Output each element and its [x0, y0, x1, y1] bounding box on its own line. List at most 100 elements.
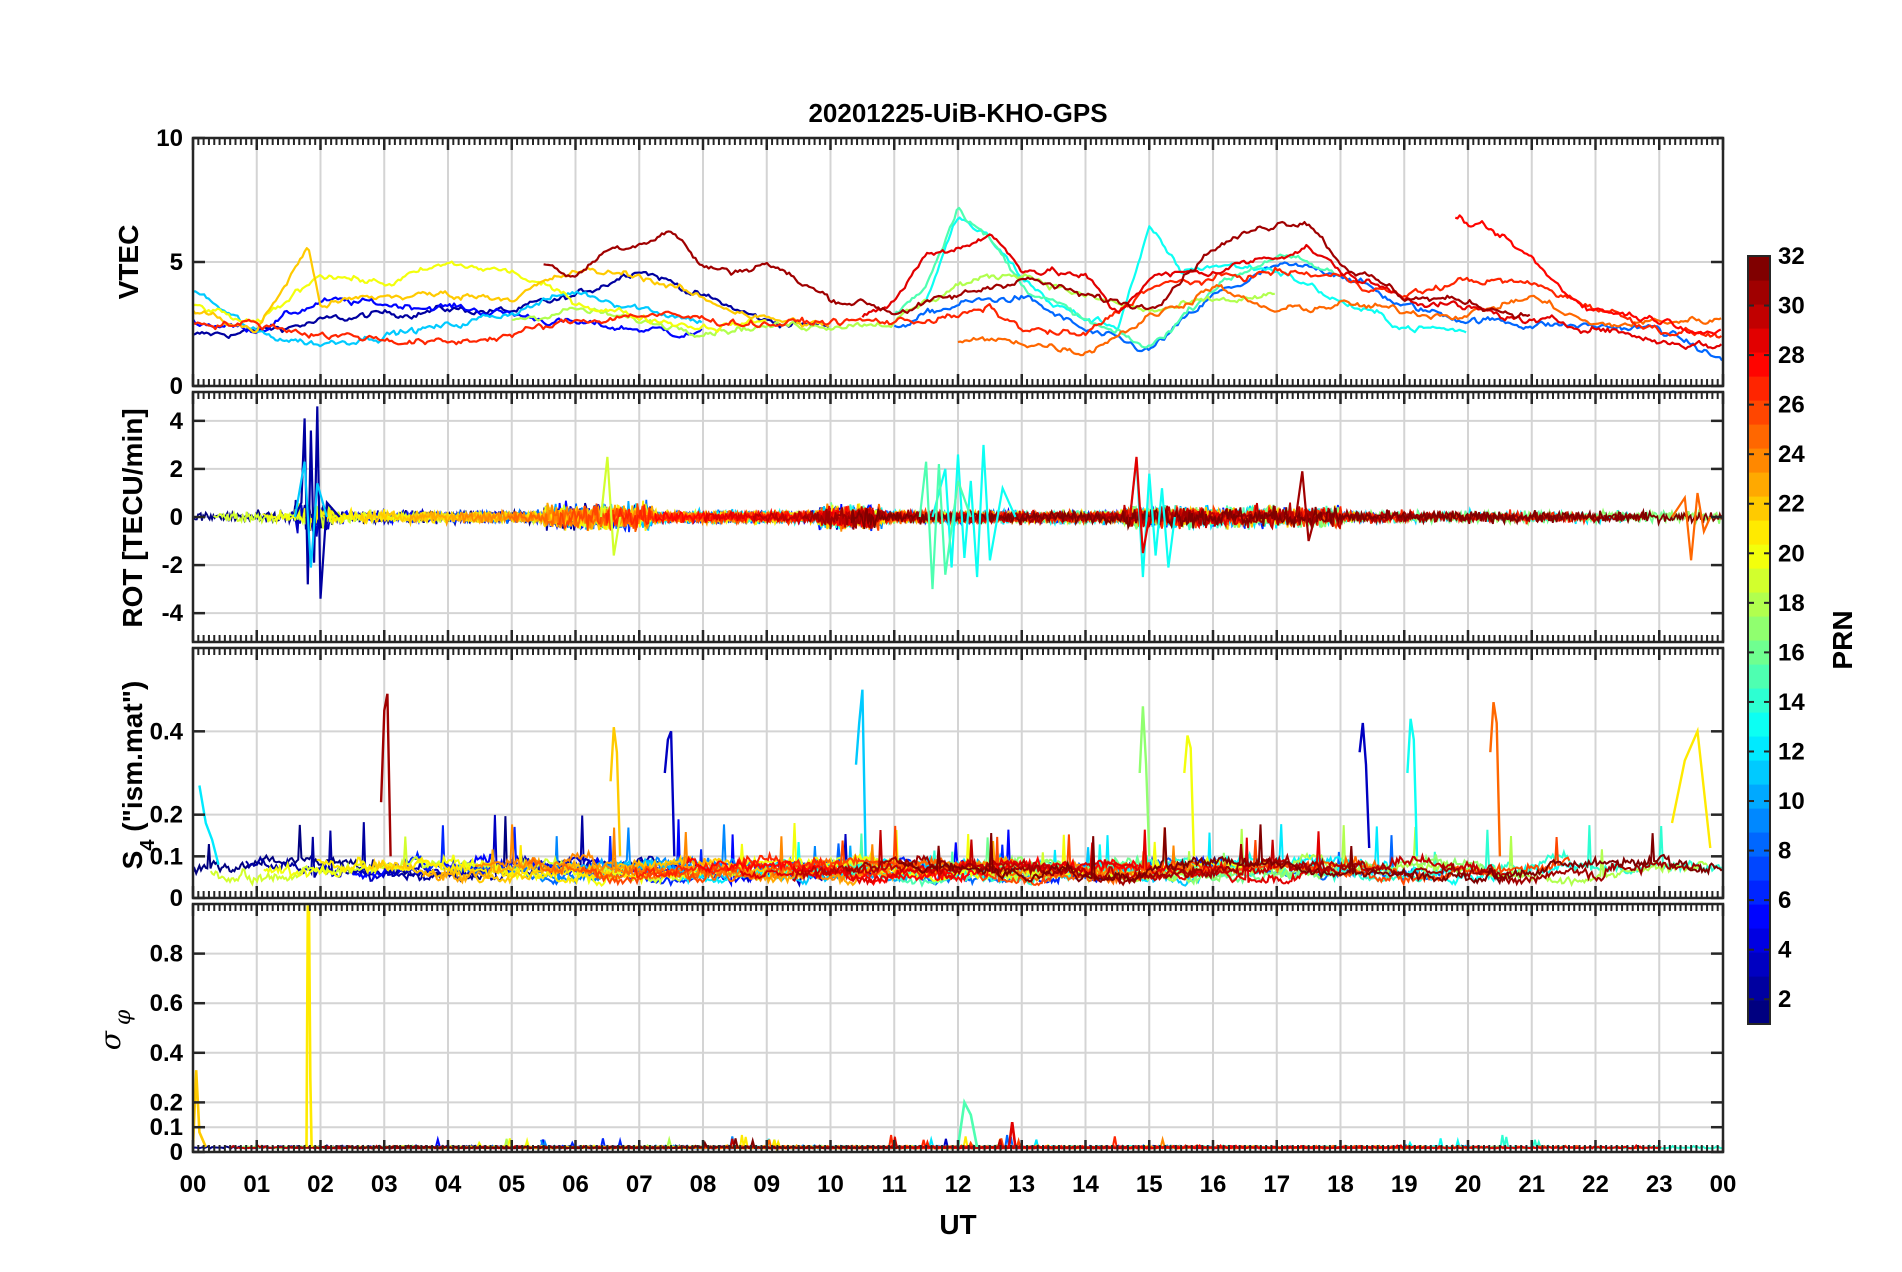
vtec-y-ticks: 0 5 10 — [156, 125, 1723, 400]
colorbar-segment — [1748, 496, 1770, 521]
vtec-series-line — [193, 260, 767, 333]
s4-spike-line — [379, 693, 392, 857]
colorbar-tick-label: 32 — [1778, 243, 1805, 270]
colorbar-segment — [1748, 856, 1770, 881]
sig-y-tick-label: 0.4 — [150, 1040, 184, 1067]
sigma-phi-panel: 00.10.2 0.4 0.6 0.8 — [150, 902, 1725, 1166]
vtec-series-line — [193, 266, 1723, 346]
s4-y-tick-label: 0.2 — [150, 802, 183, 829]
vtec-series-line — [957, 284, 1722, 357]
s4-y-tick-label: 0 — [170, 885, 183, 912]
vtec-y-tick-label: 5 — [170, 249, 183, 276]
x-tick-label: 23 — [1646, 1171, 1673, 1198]
colorbar-tick-label: 18 — [1778, 590, 1805, 617]
rot-spike-line — [1294, 471, 1317, 542]
vtec-traces — [193, 206, 1723, 362]
x-tick-label: 00 — [1710, 1171, 1737, 1198]
colorbar-segment — [1748, 808, 1770, 833]
vtec-x-ticks — [191, 138, 1725, 386]
x-axis-label: UT — [939, 1209, 976, 1240]
svg-text:σφ: σφ — [94, 1009, 136, 1050]
colorbar-segment — [1748, 280, 1770, 305]
rot-y-tick-label: 4 — [170, 408, 184, 435]
colorbar-tick-label: 8 — [1778, 838, 1791, 865]
colorbar-tick-label: 26 — [1778, 392, 1805, 419]
vtec-series-line — [893, 206, 1339, 349]
colorbar-segment — [1748, 664, 1770, 689]
rot-noise-line — [850, 505, 1723, 531]
x-tick-label: 09 — [753, 1171, 780, 1198]
s4-spike-line — [1670, 726, 1712, 849]
colorbar-tick-label: 20 — [1778, 540, 1805, 567]
s4-noise-line — [193, 816, 511, 883]
x-tick-label: 02 — [307, 1171, 334, 1198]
colorbar-tick-label: 10 — [1778, 788, 1805, 815]
sigma-phi-ylabel: σφ — [94, 1009, 136, 1050]
s4-noise-line — [316, 845, 635, 886]
colorbar-tick-label: 14 — [1778, 689, 1805, 716]
rot-y-tick-label: -2 — [162, 552, 183, 579]
x-tick-label: 07 — [626, 1171, 653, 1198]
s4-ylabel-s: S — [117, 851, 148, 870]
rot-y-tick-label: -4 — [162, 600, 184, 627]
x-tick-label: 21 — [1518, 1171, 1545, 1198]
colorbar-segment — [1748, 256, 1770, 281]
x-tick-label: 06 — [562, 1171, 589, 1198]
vtec-series-line — [193, 271, 830, 339]
vtec-ylabel: VTEC — [113, 225, 144, 300]
figure-title: 20201225-UiB-KHO-GPS — [808, 98, 1107, 128]
x-tick-label: 18 — [1327, 1171, 1354, 1198]
sig-y-tick-label: 0.8 — [150, 941, 183, 968]
s4-spike-line — [1406, 718, 1419, 857]
sig-y-tick-label: 0.1 — [150, 1114, 183, 1141]
s4-ylabel-rest: ("ism.mat") — [117, 681, 148, 840]
sig-x-ticks — [191, 904, 1725, 1152]
s4-noise-line — [844, 844, 1701, 887]
x-tick-label: 22 — [1582, 1171, 1609, 1198]
s4-ylabel-sub: 4 — [137, 839, 159, 851]
s4-ylabel: S4 ("ism.mat") — [117, 681, 159, 870]
colorbar-segment — [1748, 352, 1770, 377]
rot-y-tick-label: 0 — [170, 504, 183, 531]
colorbar-segment — [1748, 544, 1770, 569]
s4-spike-line — [1489, 702, 1502, 857]
sigma-ylabel-sigma: σ — [94, 1030, 127, 1050]
colorbar-box — [1747, 255, 1771, 1025]
rot-ylabel: ROT [TECU/min] — [117, 408, 148, 627]
x-tick-label: 13 — [1008, 1171, 1035, 1198]
colorbar-segment — [1748, 424, 1770, 449]
colorbar-segment — [1748, 592, 1770, 617]
colorbar-label: PRN — [1827, 610, 1858, 669]
sig-y-tick-label: 0.2 — [150, 1089, 183, 1116]
colorbar-tick-label: 24 — [1778, 441, 1805, 468]
rot-spike-line — [293, 406, 341, 599]
colorbar-tick-label: 6 — [1778, 887, 1791, 914]
colorbar-tick-label: 28 — [1778, 342, 1805, 369]
rot-spike-line — [293, 461, 328, 568]
s4-x-ticks — [191, 648, 1725, 898]
colorbar-segment — [1748, 616, 1770, 641]
rot-x-ticks — [191, 392, 1725, 642]
sig-y-ticks: 00.10.2 0.4 0.6 0.8 — [150, 941, 1723, 1166]
colorbar-tick-label: 30 — [1778, 293, 1805, 320]
rot-traces — [193, 406, 1723, 599]
rot-spike-line — [1129, 456, 1151, 554]
vtec-series-line — [193, 247, 830, 334]
s4-panel: 0 0.1 0.2 0.4 — [150, 646, 1725, 912]
colorbar-segment — [1748, 760, 1770, 785]
x-tick-label: 19 — [1391, 1171, 1418, 1198]
s4-spike-line — [663, 730, 676, 857]
sigma-ylabel-phi: φ — [111, 1009, 136, 1025]
rot-spike-line — [1671, 492, 1712, 561]
s4-noise-line — [474, 824, 1195, 884]
s4-spike-line — [198, 785, 220, 865]
s4-spike-line — [1138, 706, 1151, 857]
s4-spike-line — [854, 689, 867, 857]
colorbar-segment — [1748, 928, 1770, 953]
colorbar-tick-label: 16 — [1778, 639, 1805, 666]
s4-traces — [193, 689, 1723, 888]
x-tick-label: 08 — [690, 1171, 717, 1198]
colorbar-segment — [1748, 448, 1770, 473]
s4-spike-line — [1358, 722, 1371, 849]
